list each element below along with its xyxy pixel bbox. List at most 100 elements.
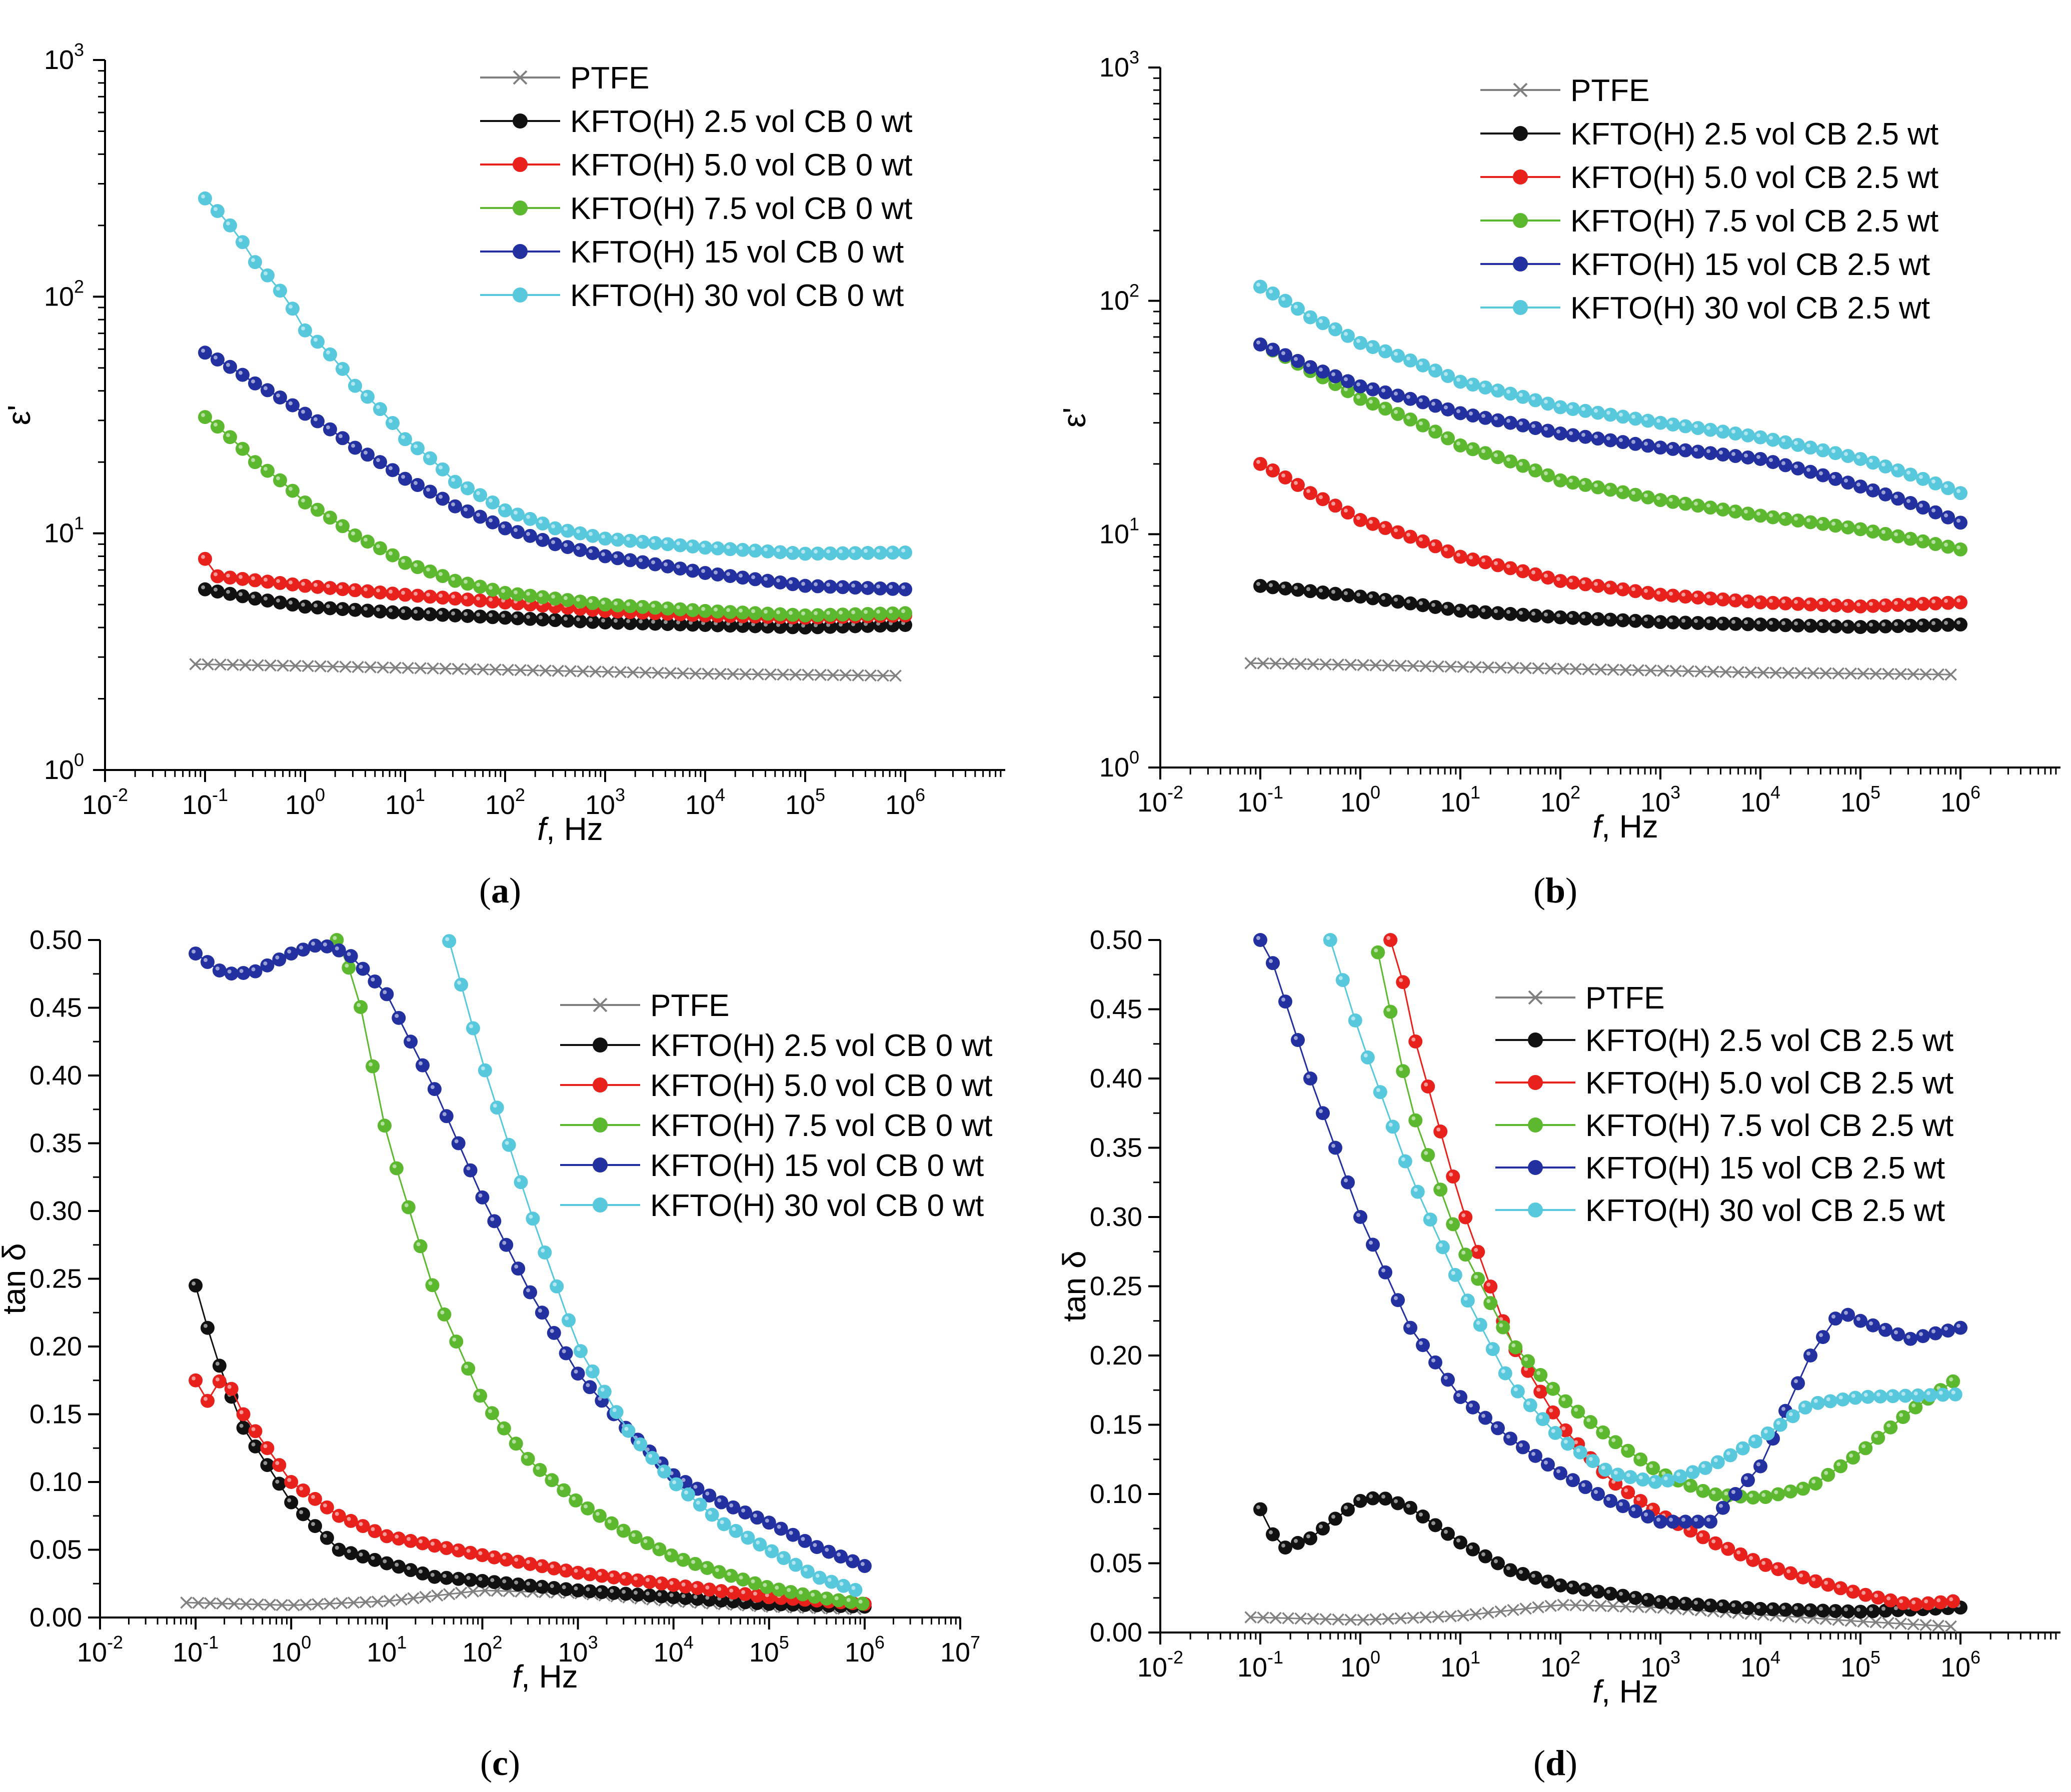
data-point-highlight	[1801, 1404, 1805, 1408]
data-point	[1360, 1050, 1375, 1064]
series-CB25	[1253, 578, 1967, 634]
data-point-highlight	[689, 566, 693, 571]
data-point-highlight	[901, 548, 905, 552]
data-point	[1953, 542, 1967, 556]
data-point-highlight	[404, 1203, 409, 1208]
data-point-highlight	[689, 606, 693, 610]
data-point	[260, 958, 275, 972]
data-point	[1428, 398, 1442, 413]
data-point	[1608, 1435, 1623, 1450]
data-point	[289, 660, 302, 672]
data-point-highlight	[1294, 1036, 1298, 1040]
x-tick-label: 10-2	[77, 1632, 123, 1668]
data-point	[427, 1082, 442, 1096]
data-point-highlight	[1469, 607, 1473, 612]
data-point-highlight	[514, 1558, 519, 1562]
data-point	[1891, 463, 1905, 478]
data-point	[348, 378, 362, 393]
data-point	[1796, 1570, 1810, 1584]
data-point	[898, 545, 912, 560]
data-point-highlight	[1956, 518, 1960, 523]
data-point-highlight	[1719, 506, 1723, 510]
data-point	[1828, 1604, 1842, 1618]
data-point-highlight	[1744, 1476, 1748, 1480]
data-point-highlight	[1526, 1401, 1530, 1406]
data-point	[1578, 612, 1592, 626]
data-point-highlight	[876, 610, 880, 614]
data-point	[1378, 402, 1392, 416]
data-point	[300, 1598, 312, 1611]
data-point	[1548, 1426, 1562, 1440]
data-point-highlight	[1786, 1569, 1791, 1574]
data-point	[1466, 442, 1480, 456]
data-point	[1403, 392, 1417, 406]
data-point-highlight	[1344, 387, 1348, 392]
data-point-highlight	[839, 1582, 844, 1586]
data-point	[698, 604, 712, 618]
data-point	[1953, 486, 1967, 500]
data-point-highlight	[1569, 614, 1573, 618]
data-point	[736, 1572, 750, 1587]
data-point	[1810, 1396, 1825, 1410]
data-point	[1566, 476, 1580, 490]
data-point	[1319, 1613, 1332, 1626]
data-point	[236, 572, 250, 586]
data-point-highlight	[1494, 1424, 1498, 1428]
data-point	[1303, 360, 1317, 374]
data-point-highlight	[664, 620, 668, 624]
data-point	[848, 580, 862, 595]
data-point	[548, 521, 562, 536]
data-point	[1303, 1072, 1317, 1086]
data-point	[1758, 1490, 1773, 1504]
data-point-highlight	[1406, 1504, 1410, 1508]
data-point	[223, 430, 237, 444]
data-point-highlight	[741, 1508, 745, 1512]
data-point	[1353, 590, 1367, 604]
data-point-highlight	[376, 544, 380, 548]
data-point	[1628, 1504, 1642, 1518]
x-tick-label: 104	[685, 784, 725, 820]
data-point	[836, 620, 850, 634]
data-point	[666, 1578, 681, 1592]
data-point-highlight	[1656, 444, 1660, 448]
data-point	[452, 662, 464, 676]
data-point-highlight	[1256, 936, 1260, 940]
data-point-highlight	[801, 550, 805, 554]
data-point-highlight	[1449, 1172, 1453, 1177]
data-point	[323, 422, 337, 436]
data-point	[1341, 588, 1355, 602]
data-point-highlight	[1569, 1583, 1573, 1588]
data-point	[214, 658, 227, 671]
data-point	[1932, 668, 1944, 681]
data-point-highlight	[214, 422, 218, 427]
data-point-highlight	[1269, 346, 1273, 350]
data-point-highlight	[639, 538, 643, 542]
data-point	[1591, 1487, 1605, 1501]
data-point-highlight	[864, 584, 868, 588]
x-tick-label: 105	[785, 784, 825, 820]
data-point-highlight	[301, 326, 305, 330]
data-point-highlight	[1806, 600, 1810, 604]
data-point	[273, 284, 287, 298]
legend-marker	[1513, 213, 1528, 228]
data-point	[189, 1373, 203, 1388]
data-point-highlight	[1819, 622, 1823, 626]
data-point	[1653, 615, 1667, 630]
data-point-highlight	[803, 1568, 808, 1572]
data-point-highlight	[1469, 556, 1473, 560]
data-point-highlight	[1811, 1480, 1816, 1484]
data-point	[1560, 1436, 1575, 1451]
data-point-highlight	[1356, 1496, 1360, 1501]
data-point	[1703, 500, 1717, 515]
data-point	[1566, 428, 1580, 442]
data-point-highlight	[251, 1427, 256, 1432]
data-point	[738, 1505, 752, 1520]
data-point-highlight	[1656, 618, 1660, 622]
data-point-highlight	[538, 1562, 542, 1566]
data-point-highlight	[1719, 1602, 1723, 1606]
y-tick-exp: 0	[1129, 747, 1139, 768]
data-point	[1516, 608, 1530, 622]
y-tick-label: 101	[44, 513, 84, 548]
data-point	[1666, 1514, 1680, 1529]
data-point	[511, 1262, 526, 1276]
